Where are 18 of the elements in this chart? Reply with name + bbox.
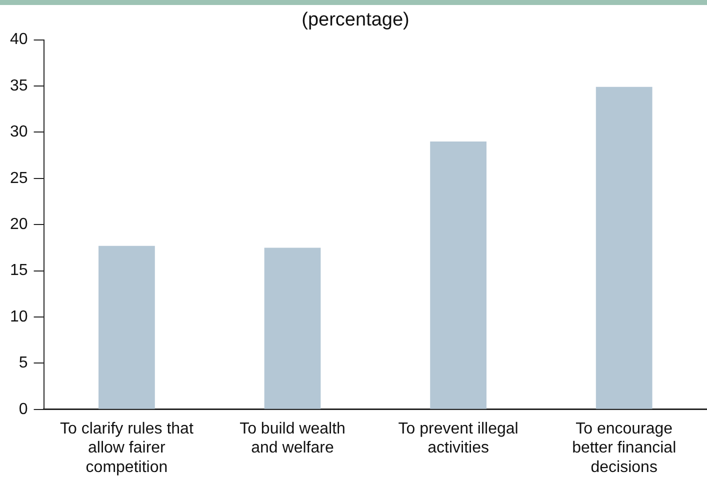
- y-tick-label: 35: [10, 77, 28, 94]
- y-tick-label: 30: [10, 124, 28, 141]
- y-tick-label: 10: [10, 308, 28, 326]
- x-tick-label: To build wealth and welfare: [240, 420, 346, 457]
- bar: [98, 246, 155, 409]
- x-tick-label: To clarify rules that allow fairer competition: [60, 420, 194, 476]
- y-tick-label: 20: [10, 216, 28, 234]
- x-tick-label: To encourage better financial decisions: [572, 420, 676, 476]
- chart-title: (percentage): [302, 10, 410, 31]
- bar: [264, 248, 321, 409]
- y-tick-label: 0: [18, 400, 28, 418]
- y-tick-label: 25: [10, 170, 28, 187]
- bar: [596, 86, 652, 409]
- y-tick-label: 5: [18, 354, 28, 372]
- x-tick-label: To prevent illegal activities: [398, 420, 518, 457]
- y-tick-label: 15: [10, 262, 28, 280]
- y-tick-label: 40: [10, 31, 28, 48]
- bar: [430, 141, 486, 409]
